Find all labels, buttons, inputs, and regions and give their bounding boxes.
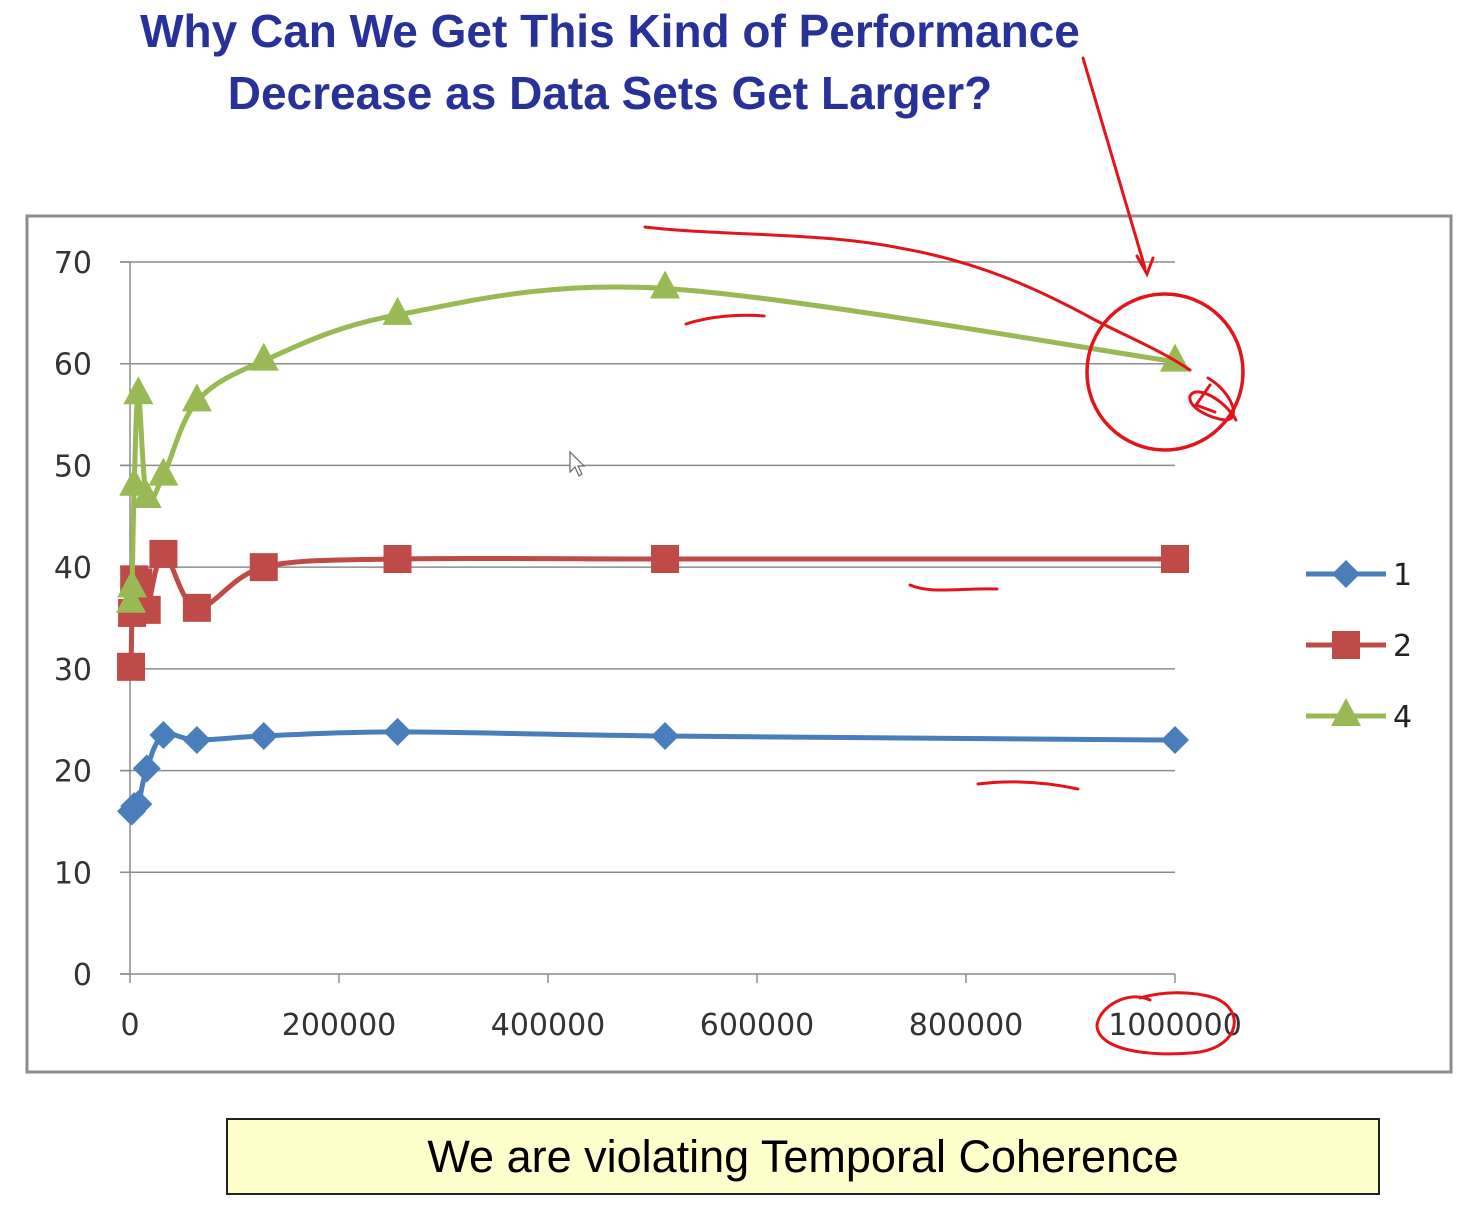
series-4-point — [148, 457, 179, 486]
legend-item-1: 1 — [1306, 558, 1412, 593]
series-1-point — [383, 717, 412, 746]
axes: 0 10 20 30 40 50 60 70 0 200000 400000 600000 800000… — [54, 246, 1242, 1043]
series-1-point — [1161, 726, 1189, 755]
annotation-scribble-arrow — [1188, 376, 1238, 422]
series-4-point — [650, 270, 681, 299]
series-4-point — [248, 342, 279, 371]
legend-label: 2 — [1393, 629, 1412, 664]
callout-box: We are violating Temporal Coherence — [226, 1118, 1380, 1195]
series-4-point — [119, 467, 150, 496]
series-4-point — [382, 296, 413, 325]
x-tick-label: 200000 — [282, 1008, 397, 1043]
legend-marker — [1331, 698, 1361, 726]
x-tick-label: 800000 — [909, 1008, 1024, 1043]
series-1 — [117, 717, 1189, 826]
series-2-point — [1161, 545, 1189, 574]
y-tick-label: 40 — [54, 551, 92, 586]
legend-marker — [1332, 631, 1360, 659]
series-2-point — [117, 652, 146, 681]
series-2-point — [383, 545, 412, 574]
series-2-point — [182, 593, 211, 622]
y-tick-label: 10 — [54, 856, 92, 891]
x-tick-label: 0 — [120, 1008, 139, 1043]
series-4-point — [181, 383, 212, 412]
legend-label: 4 — [1393, 700, 1412, 735]
series-1-point — [182, 726, 211, 755]
series-4-point — [117, 569, 148, 598]
series-4-point — [131, 479, 162, 508]
mouse-cursor-icon — [569, 450, 586, 477]
series-1-point — [651, 721, 680, 750]
annotation-arrow-head — [1135, 254, 1155, 278]
annotation-curve — [643, 225, 1192, 372]
annotation-underline-series-1 — [976, 780, 1080, 791]
y-tick-label: 20 — [54, 755, 92, 790]
slide-title: Why Can We Get This Kind of Performance … — [40, 0, 1180, 124]
annotation-underline-series-4 — [684, 313, 766, 326]
y-tick-label: 50 — [54, 449, 92, 484]
y-tick-label: 70 — [54, 246, 92, 281]
series-2-point — [651, 545, 680, 574]
x-tick-label: 1000000 — [1108, 1008, 1242, 1043]
series-1-point — [249, 721, 278, 750]
x-tick-label: 600000 — [700, 1008, 815, 1043]
y-tick-label: 0 — [73, 958, 92, 993]
y-tick-label: 30 — [54, 653, 92, 688]
series-2-point — [149, 539, 178, 568]
callout-text: We are violating Temporal Coherence — [427, 1130, 1179, 1182]
series-2-point — [249, 553, 278, 582]
pen-annotations — [643, 56, 1245, 1056]
slide-title-line-2: Decrease as Data Sets Get Larger? — [227, 67, 993, 119]
annotation-circle-x-label — [1095, 991, 1236, 1056]
series-4-point — [123, 376, 154, 405]
series-1-point — [132, 754, 161, 783]
annotation-arrow-shaft — [1081, 56, 1147, 270]
annotation-underline-series-2 — [908, 583, 999, 592]
series-1-point — [124, 790, 153, 819]
annotation-circle — [1085, 292, 1245, 452]
series-4-point — [116, 584, 147, 613]
x-tick-label: 400000 — [491, 1008, 606, 1043]
legend-item-2: 2 — [1306, 629, 1412, 664]
legend-item-4: 4 — [1306, 698, 1412, 735]
slide-title-line-1: Why Can We Get This Kind of Performance — [140, 5, 1080, 57]
series-1-point — [149, 720, 178, 749]
legend-label: 1 — [1393, 558, 1412, 593]
y-tick-label: 60 — [54, 348, 92, 383]
grid-lines — [120, 261, 1175, 874]
legend-marker — [1332, 560, 1360, 588]
legend: 1 2 4 — [1306, 558, 1412, 735]
